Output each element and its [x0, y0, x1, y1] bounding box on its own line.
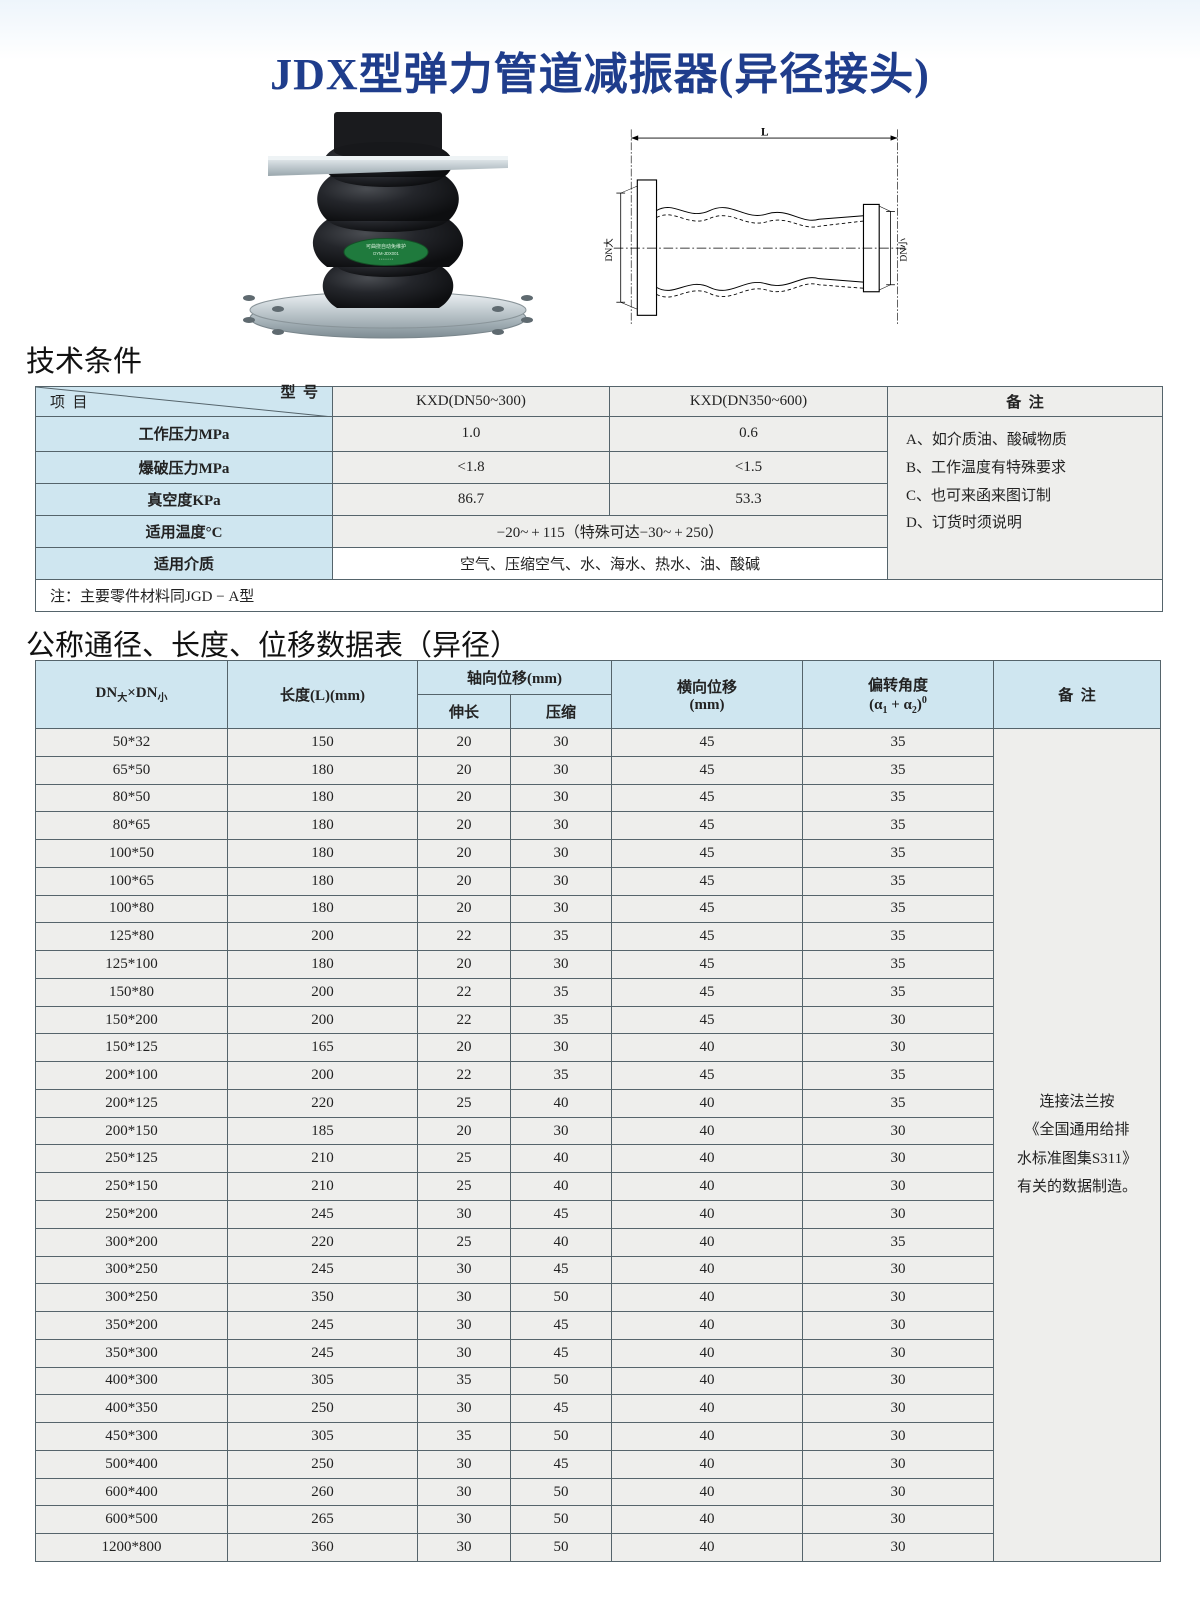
svg-text:* * * * * * *: * * * * * * *	[379, 258, 394, 262]
svg-text:DYM-JDX001: DYM-JDX001	[373, 251, 399, 256]
svg-text:DN大: DN大	[603, 238, 615, 262]
svg-text:DN小: DN小	[898, 238, 909, 262]
svg-text:L: L	[761, 126, 769, 138]
svg-text:可曲挠自动免维护: 可曲挠自动免维护	[366, 243, 406, 250]
